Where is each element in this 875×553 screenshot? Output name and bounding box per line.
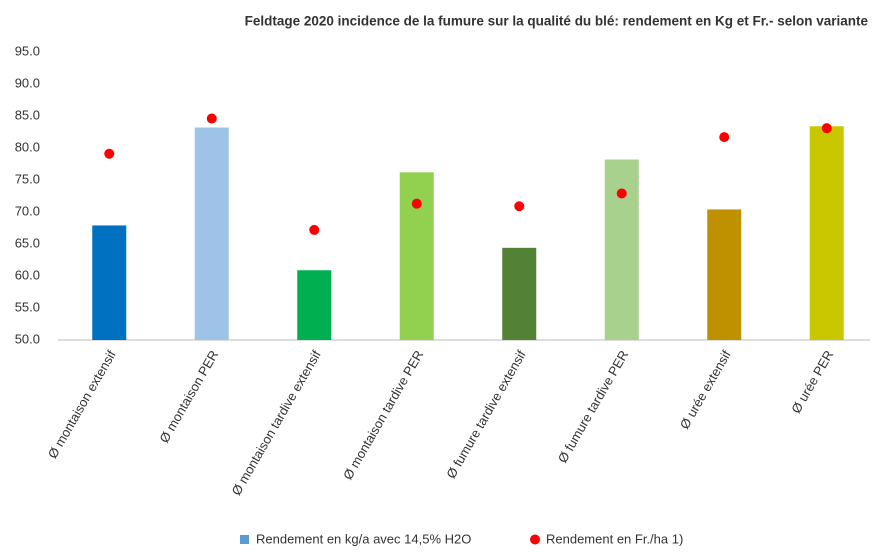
- dot: [514, 201, 525, 212]
- y-tick-label: 65.0: [15, 235, 40, 250]
- dot: [206, 113, 217, 124]
- bar: [604, 159, 639, 340]
- dot: [309, 224, 320, 235]
- y-tick-label: 80.0: [15, 139, 40, 154]
- legend-label: Rendement en kg/a avec 14,5% H2O: [256, 531, 471, 546]
- y-tick-label: 60.0: [15, 267, 40, 282]
- y-tick-label: 95.0: [15, 43, 40, 58]
- x-tick-label: Ø montaison PER: [156, 348, 221, 446]
- y-tick-label: 70.0: [15, 203, 40, 218]
- bar: [297, 270, 332, 340]
- x-tick-label: Ø fumure tardive PER: [555, 348, 632, 466]
- y-tick-label: 90.0: [15, 75, 40, 90]
- bar: [399, 172, 434, 340]
- x-tick-label: Ø montaison tardive PER: [340, 348, 426, 483]
- y-tick-label: 55.0: [15, 299, 40, 314]
- x-tick-label: Ø fumure tardive extensif: [443, 347, 529, 481]
- legend-swatch: [240, 535, 249, 544]
- dot: [719, 132, 730, 143]
- x-tick-label: Ø urée extensif: [677, 347, 734, 431]
- bar: [92, 225, 127, 340]
- chart-title: Feldtage 2020 incidence de la fumure sur…: [245, 14, 869, 29]
- x-tick-label: Ø montaison tardive extensif: [228, 347, 324, 498]
- y-tick-label: 75.0: [15, 171, 40, 186]
- x-tick-label: Ø montaison extensif: [45, 347, 119, 461]
- x-tick-label: Ø urée PER: [788, 348, 836, 416]
- dot: [104, 148, 115, 159]
- bar: [809, 126, 844, 341]
- y-tick-label: 50.0: [15, 331, 40, 346]
- y-tick-label: 85.0: [15, 107, 40, 122]
- dot: [616, 188, 627, 199]
- dot: [821, 123, 832, 134]
- bar: [707, 209, 742, 340]
- legend-label: Rendement en Fr./ha 1): [546, 531, 683, 546]
- bar: [194, 127, 229, 341]
- dot: [411, 198, 422, 209]
- bar: [502, 247, 537, 340]
- legend-swatch: [530, 534, 540, 545]
